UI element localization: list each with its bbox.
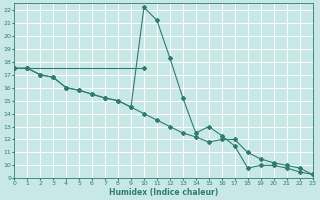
X-axis label: Humidex (Indice chaleur): Humidex (Indice chaleur) xyxy=(109,188,218,197)
